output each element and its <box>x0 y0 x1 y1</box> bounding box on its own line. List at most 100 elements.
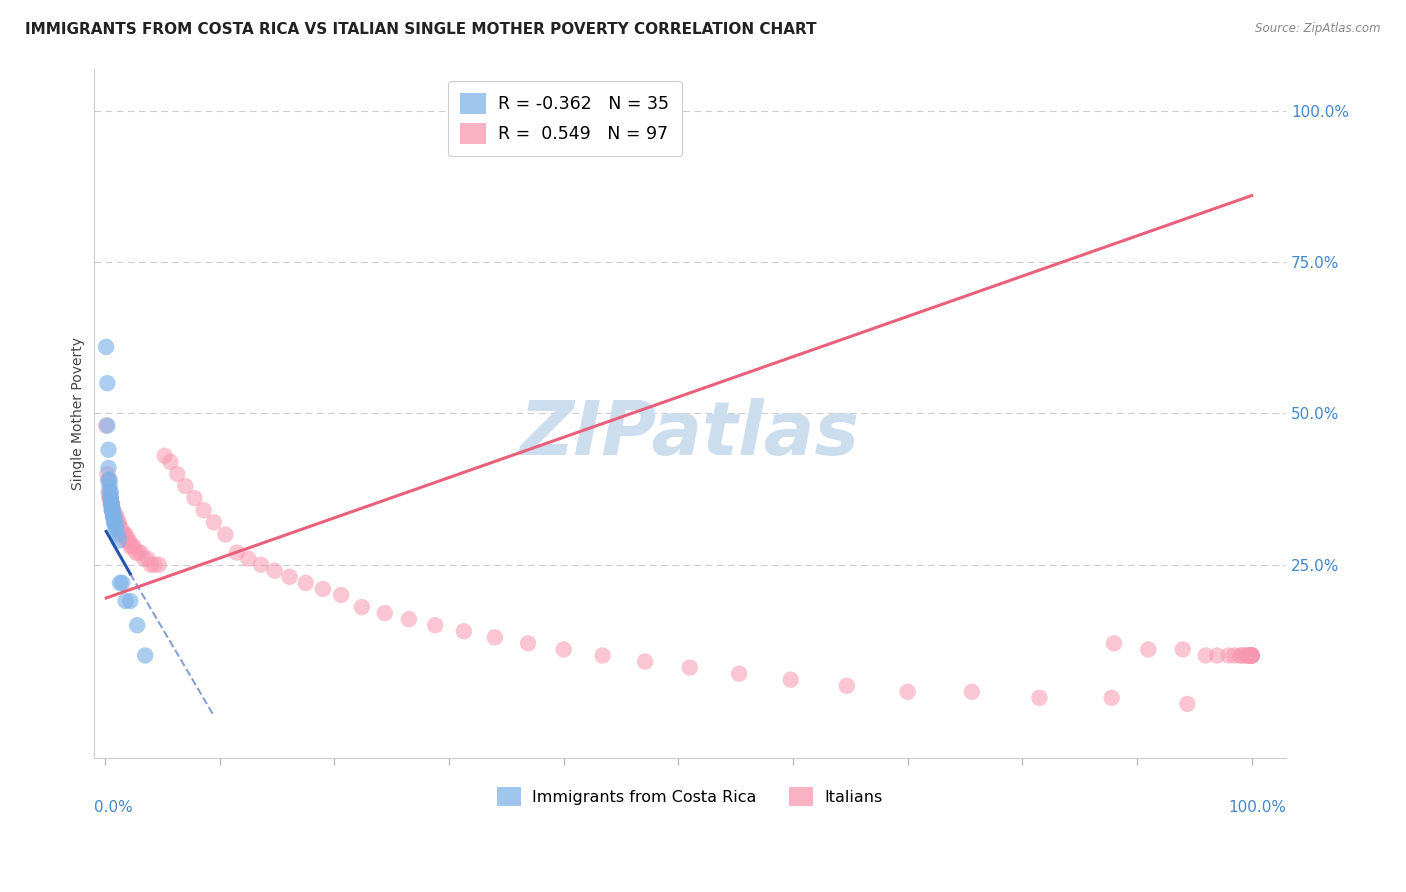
Point <box>517 636 540 650</box>
Point <box>1232 648 1254 663</box>
Point <box>143 558 166 572</box>
Point <box>108 575 131 590</box>
Point <box>214 527 236 541</box>
Point <box>1239 648 1261 663</box>
Text: Source: ZipAtlas.com: Source: ZipAtlas.com <box>1256 22 1381 36</box>
Point <box>98 479 121 493</box>
Point <box>107 521 129 535</box>
Point <box>1240 648 1263 663</box>
Point <box>127 546 149 560</box>
Point <box>193 503 215 517</box>
Point <box>101 497 124 511</box>
Point <box>263 564 285 578</box>
Point <box>101 503 124 517</box>
Point <box>107 533 129 548</box>
Point <box>97 473 120 487</box>
Point <box>101 503 124 517</box>
Point <box>425 618 447 632</box>
Point <box>97 442 120 457</box>
Point <box>103 516 125 530</box>
Point <box>111 527 134 541</box>
Point <box>897 685 920 699</box>
Point <box>250 558 273 572</box>
Point <box>484 630 506 644</box>
Point <box>1240 648 1263 663</box>
Point <box>1233 648 1256 663</box>
Point <box>779 673 801 687</box>
Point <box>374 606 396 620</box>
Text: 100.0%: 100.0% <box>1227 800 1286 814</box>
Point <box>101 503 124 517</box>
Point <box>114 527 136 541</box>
Point <box>105 521 128 535</box>
Point <box>100 491 122 505</box>
Point <box>103 509 125 524</box>
Point <box>125 546 148 560</box>
Point <box>96 340 118 354</box>
Point <box>101 497 124 511</box>
Point <box>100 497 122 511</box>
Point <box>453 624 475 639</box>
Point <box>98 485 121 500</box>
Point <box>835 679 858 693</box>
Point <box>101 503 124 517</box>
Point <box>101 503 124 517</box>
Point <box>1240 648 1263 663</box>
Y-axis label: Single Mother Poverty: Single Mother Poverty <box>72 337 86 490</box>
Point <box>166 467 188 481</box>
Point <box>98 491 121 505</box>
Point <box>108 521 131 535</box>
Point <box>96 418 118 433</box>
Point <box>174 479 197 493</box>
Point <box>960 685 983 699</box>
Point <box>1240 648 1263 663</box>
Point <box>98 473 121 487</box>
Point <box>121 540 143 554</box>
Point <box>107 516 129 530</box>
Point <box>1237 648 1260 663</box>
Point <box>159 455 181 469</box>
Point <box>103 516 125 530</box>
Point <box>101 503 124 517</box>
Point <box>1240 648 1263 663</box>
Point <box>1102 636 1125 650</box>
Point <box>127 618 149 632</box>
Point <box>312 582 335 596</box>
Point <box>134 648 156 663</box>
Point <box>183 491 205 505</box>
Point <box>101 509 124 524</box>
Point <box>553 642 575 657</box>
Point <box>115 533 138 548</box>
Point <box>107 516 129 530</box>
Point <box>238 551 260 566</box>
Point <box>107 527 129 541</box>
Point <box>111 575 134 590</box>
Point <box>1171 642 1194 657</box>
Point <box>101 497 124 511</box>
Point <box>592 648 614 663</box>
Point <box>117 533 139 548</box>
Point <box>1229 648 1251 663</box>
Point <box>1236 648 1258 663</box>
Point <box>728 666 751 681</box>
Point <box>96 418 118 433</box>
Point <box>98 491 121 505</box>
Point <box>634 655 657 669</box>
Point <box>105 509 128 524</box>
Point <box>104 521 127 535</box>
Point <box>132 551 155 566</box>
Point <box>330 588 353 602</box>
Point <box>1240 648 1263 663</box>
Point <box>100 497 122 511</box>
Point <box>1218 648 1240 663</box>
Point <box>294 575 316 590</box>
Point <box>679 660 702 674</box>
Point <box>225 546 247 560</box>
Point <box>103 509 125 524</box>
Point <box>148 558 170 572</box>
Text: IMMIGRANTS FROM COSTA RICA VS ITALIAN SINGLE MOTHER POVERTY CORRELATION CHART: IMMIGRANTS FROM COSTA RICA VS ITALIAN SI… <box>25 22 817 37</box>
Point <box>1137 642 1160 657</box>
Point <box>100 491 122 505</box>
Legend: Immigrants from Costa Rica, Italians: Immigrants from Costa Rica, Italians <box>491 780 889 813</box>
Point <box>114 527 136 541</box>
